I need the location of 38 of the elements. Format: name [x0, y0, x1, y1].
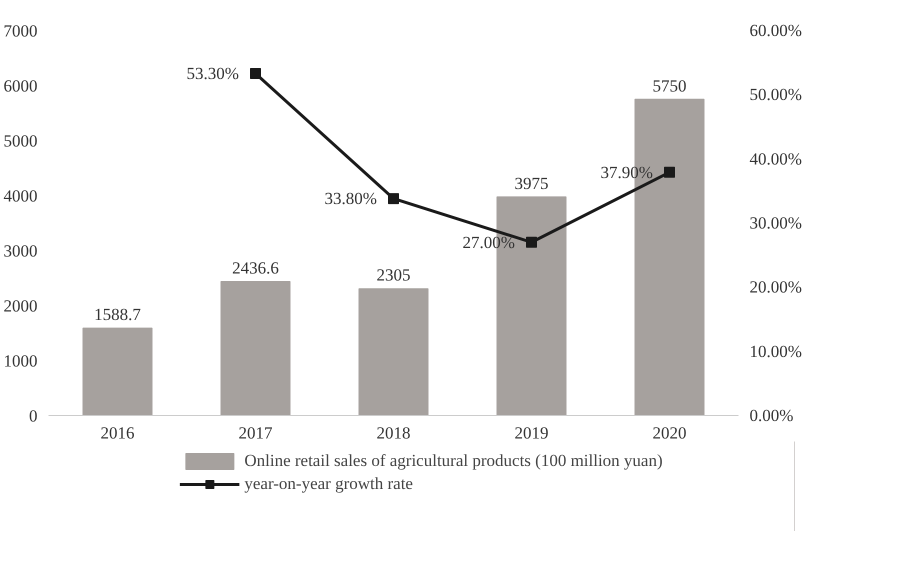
y2-tick-label: 50.00%	[750, 85, 802, 104]
x-tick-label: 2016	[100, 424, 134, 442]
y2-tick-label: 20.00%	[750, 278, 802, 297]
data-label: 1588.7	[94, 305, 142, 324]
data-label: 27.00%	[462, 232, 515, 252]
data-label: 3975	[514, 174, 548, 193]
y-tick-label: 2000	[4, 296, 38, 316]
y2-tick-label: 30.00%	[750, 214, 802, 232]
data-label: 37.90%	[600, 162, 653, 182]
legend-label: year-on-year growth rate	[244, 474, 413, 494]
x-tick-label: 2018	[376, 424, 410, 442]
data-label: 33.80%	[324, 189, 377, 208]
data-label: 2436.6	[232, 258, 279, 278]
y2-tick-label: 10.00%	[750, 342, 802, 361]
point	[388, 193, 399, 204]
y-tick-label: 4000	[4, 186, 38, 206]
legend-label: Online retail sales of agricultural products (100 million yuan)	[244, 451, 663, 471]
y-tick-label: 3000	[4, 242, 38, 260]
x-tick-label: 2017	[238, 424, 273, 442]
y2-tick-label: 0.00%	[750, 406, 794, 425]
y-tick-label: 1000	[4, 352, 38, 370]
point	[526, 236, 537, 248]
y2-tick-label: 60.00%	[750, 21, 802, 40]
y2-tick-label: 40.00%	[750, 149, 802, 168]
data-label: 2305	[376, 266, 410, 285]
y-tick-label: 5000	[4, 132, 38, 150]
bar	[358, 288, 428, 416]
bar	[82, 328, 152, 416]
bar	[220, 280, 290, 416]
point	[250, 68, 261, 79]
data-label: 53.30%	[186, 64, 239, 83]
data-label: 5750	[652, 76, 686, 96]
point	[664, 166, 675, 178]
y-tick-label: 0	[29, 406, 38, 426]
y-tick-label: 7000	[4, 22, 38, 40]
x-tick-label: 2019	[514, 424, 548, 442]
y-tick-label: 6000	[4, 76, 38, 96]
x-tick-label: 2020	[652, 424, 686, 442]
